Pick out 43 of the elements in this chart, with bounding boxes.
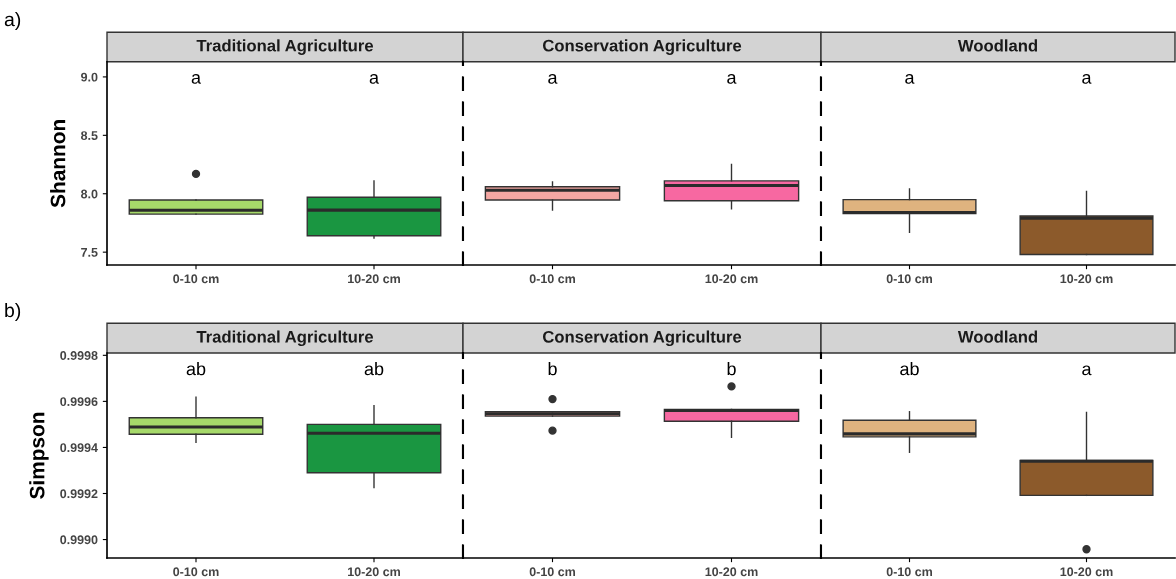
x-tick-label: 0-10 cm (529, 274, 576, 284)
y-tick-label: 8.5 (80, 131, 98, 140)
y-axis-title: Shannon (50, 120, 66, 208)
text: a) (4, 12, 21, 31)
chart-title: Traditional Agriculture (196, 39, 374, 55)
annotation: b (727, 362, 736, 376)
y-tick-label: 0.9996 (60, 397, 98, 407)
chart-title: Woodland (957, 39, 1038, 52)
annotation: b (548, 362, 557, 376)
y-tick-label: 0.9992 (60, 489, 98, 499)
annotation: a (905, 73, 915, 84)
annotation: a (1082, 73, 1092, 84)
y-tick-label: 7.5 (81, 248, 98, 257)
x-tick-label: 10-20 cm (1060, 274, 1113, 284)
annotation: ab (364, 362, 384, 376)
x-tick-label: 10-20 cm (705, 567, 758, 577)
text: b) (5, 302, 21, 322)
annotation: a (548, 73, 558, 84)
y-axis-title: Simpson (29, 412, 49, 499)
y-tick-label: 0.9990 (60, 535, 98, 545)
y-tick-label: 0.9998 (60, 351, 98, 360)
x-tick-label: 10-20 cm (348, 567, 400, 577)
x-tick-label: 0-10 cm (529, 567, 576, 577)
x-tick-label: 0-10 cm (173, 567, 219, 577)
chart-title: Traditional Agriculture (196, 330, 374, 347)
annotation: a (191, 73, 202, 84)
x-tick-label: 0-10 cm (886, 274, 933, 284)
x-tick-label: 10-20 cm (348, 274, 400, 284)
y-tick-label: 0.9994 (60, 443, 98, 453)
annotation: ab (900, 362, 919, 376)
chart-title: Conservation Agriculture (542, 330, 742, 347)
y-tick-label: 8.0 (80, 189, 98, 199)
annotation: ab (186, 362, 206, 376)
x-tick-label: 0-10 cm (173, 274, 219, 284)
x-tick-label: 10-20 cm (705, 274, 758, 284)
x-tick-label: 0-10 cm (886, 567, 933, 577)
chart-title: Woodland (957, 330, 1038, 343)
x-tick-label: 10-20 cm (1060, 567, 1113, 577)
chart-title: Conservation Agriculture (542, 39, 742, 55)
annotation: a (727, 73, 737, 84)
annotation: a (1082, 365, 1092, 376)
annotation: a (369, 73, 380, 84)
y-tick-label: 9.0 (81, 72, 98, 82)
